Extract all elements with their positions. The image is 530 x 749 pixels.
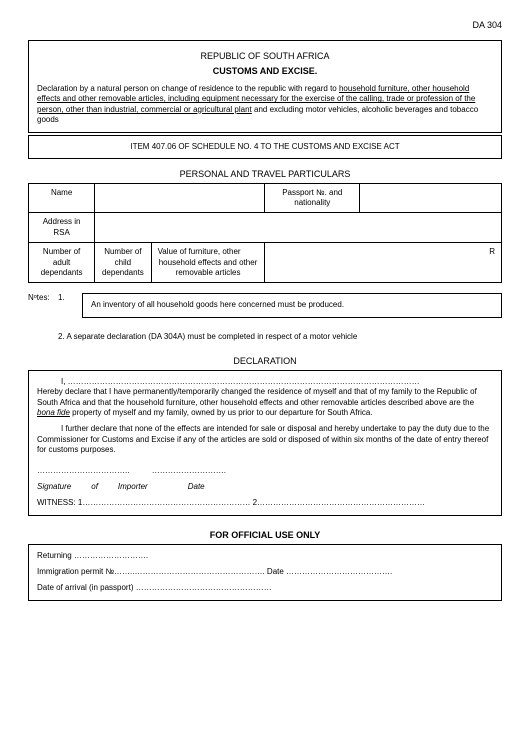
official-box: Returning ………………………. Immigration permit …	[28, 544, 502, 601]
personal-table: Name Passport №. and nationality Address…	[28, 183, 502, 284]
col-name: Name	[29, 183, 95, 213]
sig-of: of	[91, 482, 98, 492]
witness-line[interactable]: WITNESS: 1……………………………………………………… 2……………………	[37, 498, 493, 508]
decl-para1: Hereby declare that I have permanently/t…	[37, 387, 493, 418]
col-currency: R	[265, 243, 502, 283]
sig-date: Date	[188, 482, 205, 492]
item-box: ITEM 407.06 OF SCHEDULE NO. 4 TO THE CUS…	[28, 135, 502, 159]
personal-title: PERSONAL AND TRAVEL PARTICULARS	[28, 169, 502, 181]
sig-importer: Importer	[118, 482, 148, 492]
table-row: Address in RSA	[29, 213, 502, 243]
col-address: Address in RSA	[29, 213, 95, 243]
official-title: FOR OFFICIAL USE ONLY	[28, 530, 502, 542]
name-value[interactable]	[95, 183, 265, 213]
form-title: CUSTOMS AND EXCISE.	[37, 66, 493, 78]
decl-para2: I further declare that none of the effec…	[37, 424, 493, 455]
form-id: DA 304	[28, 20, 502, 32]
permit-line[interactable]: Immigration permit №……..……………………………………………	[37, 567, 493, 577]
dep-values-cell: Number of child dependants Value of furn…	[95, 243, 265, 283]
declaration-box: I, ……………………………………………………………………………………………………	[28, 370, 502, 516]
header-box: REPUBLIC OF SOUTH AFRICA CUSTOMS AND EXC…	[28, 40, 502, 133]
col-value: Value of furniture, other household effe…	[151, 243, 264, 282]
country: REPUBLIC OF SOUTH AFRICA	[37, 51, 493, 63]
dots1[interactable]: ……………………………..	[37, 466, 129, 475]
col-adult-dep: Number of adult dependants	[29, 243, 95, 283]
dots2[interactable]: ……………………….	[152, 466, 226, 475]
note-2: 2. A separate declaration (DA 304A) must…	[58, 332, 502, 342]
col-passport: Passport №. and nationality	[265, 183, 360, 213]
sig-dots: …………………………….. ……………………….	[37, 466, 493, 476]
signature-row: Signature of Importer Date	[37, 482, 493, 492]
bona-fide: bona fide	[37, 408, 70, 417]
arrival-line[interactable]: Date of arrival (in passport) ……………………………	[37, 583, 493, 593]
value-line2: household effects and other removable ar…	[158, 258, 259, 279]
note-1-box: An inventory of all household goods here…	[82, 293, 502, 317]
decl-prefix: Declaration by a natural person on chang…	[37, 84, 339, 93]
address-value[interactable]	[95, 213, 502, 243]
decl-line1a: I, ……………………………………………………………………………………………………	[37, 377, 493, 387]
declaration-preamble: Declaration by a natural person on chang…	[37, 84, 493, 126]
value-prefix: Value of furniture, other	[158, 247, 241, 256]
decl-line1b: Hereby declare that I have permanently/t…	[37, 387, 477, 406]
passport-value[interactable]	[360, 183, 502, 213]
col-child-dep: Number of child dependants	[95, 243, 151, 282]
notes-label: Nᵒtes:	[28, 293, 58, 342]
table-row: Number of adult dependants Number of chi…	[29, 243, 502, 283]
sig-signature: Signature	[37, 482, 71, 492]
table-row: Name Passport №. and nationality	[29, 183, 502, 213]
notes-section: Nᵒtes: 1. An inventory of all household …	[28, 293, 502, 342]
returning-line[interactable]: Returning ……………………….	[37, 551, 493, 561]
declaration-title: DECLARATION	[28, 356, 502, 368]
item-text: ITEM 407.06 OF SCHEDULE NO. 4 TO THE CUS…	[130, 142, 399, 151]
note-1-num: 1.	[58, 293, 72, 317]
decl-line1c: property of myself and my family, owned …	[70, 408, 373, 417]
